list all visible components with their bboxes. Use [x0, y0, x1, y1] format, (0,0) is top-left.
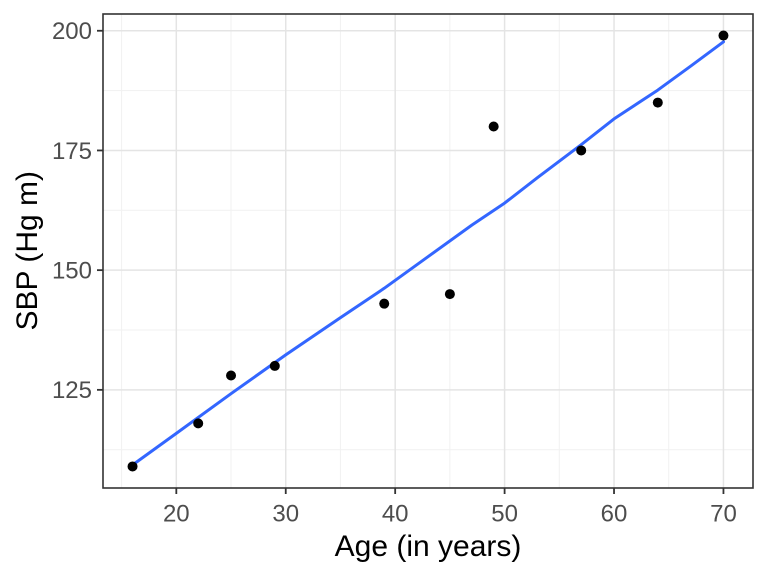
y-axis-tick-label: 150	[52, 258, 92, 285]
data-point	[576, 145, 587, 156]
x-axis-tick-label: 60	[601, 500, 628, 527]
panel-border	[102, 13, 754, 489]
data-point	[488, 121, 499, 132]
x-axis-title: Age (in years)	[334, 530, 522, 563]
data-point	[226, 370, 237, 381]
x-axis-tick-label: 30	[272, 500, 299, 527]
data-point	[269, 360, 280, 371]
data-point	[444, 289, 455, 300]
x-axis-tick-label: 50	[491, 500, 518, 527]
data-point	[379, 298, 390, 309]
trend-line	[131, 40, 725, 467]
data-point	[652, 97, 663, 108]
x-axis-tick-label: 70	[710, 500, 737, 527]
y-axis-tick-label: 175	[52, 138, 92, 165]
data-point	[127, 461, 138, 472]
x-axis-tick-label: 20	[163, 500, 190, 527]
data-point	[193, 418, 204, 429]
data-point	[718, 30, 729, 41]
y-axis-title-area: SBP (Hg m)	[6, 14, 50, 488]
y-axis-title: SBP (Hg m)	[11, 171, 44, 331]
y-axis-tick-label: 200	[52, 18, 92, 45]
x-axis-tick-label: 40	[382, 500, 409, 527]
y-axis-tick-label: 125	[52, 377, 92, 404]
